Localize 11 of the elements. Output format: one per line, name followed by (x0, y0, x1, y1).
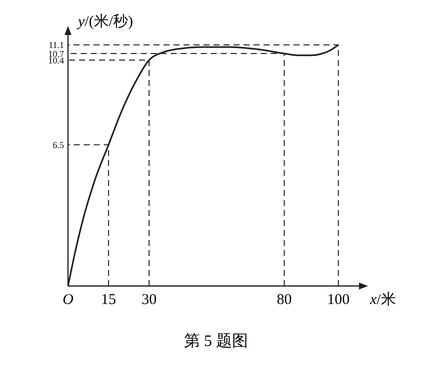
y-tick-label: 11.1 (48, 40, 64, 50)
x-tick-label: O (62, 292, 74, 308)
y-tick-label: 6.5 (52, 140, 64, 150)
x-tick-label: 15 (101, 292, 116, 308)
x-tick-label: 30 (142, 292, 157, 308)
x-tick-label: 80 (276, 292, 292, 308)
y-tick-label: 10.7 (48, 48, 64, 59)
x-axis-title: x/米 (369, 291, 396, 308)
x-tick-label: 100 (327, 292, 350, 308)
y-axis-title: y/(米/秒) (76, 13, 133, 30)
text: 第 5 题图 (184, 333, 248, 350)
